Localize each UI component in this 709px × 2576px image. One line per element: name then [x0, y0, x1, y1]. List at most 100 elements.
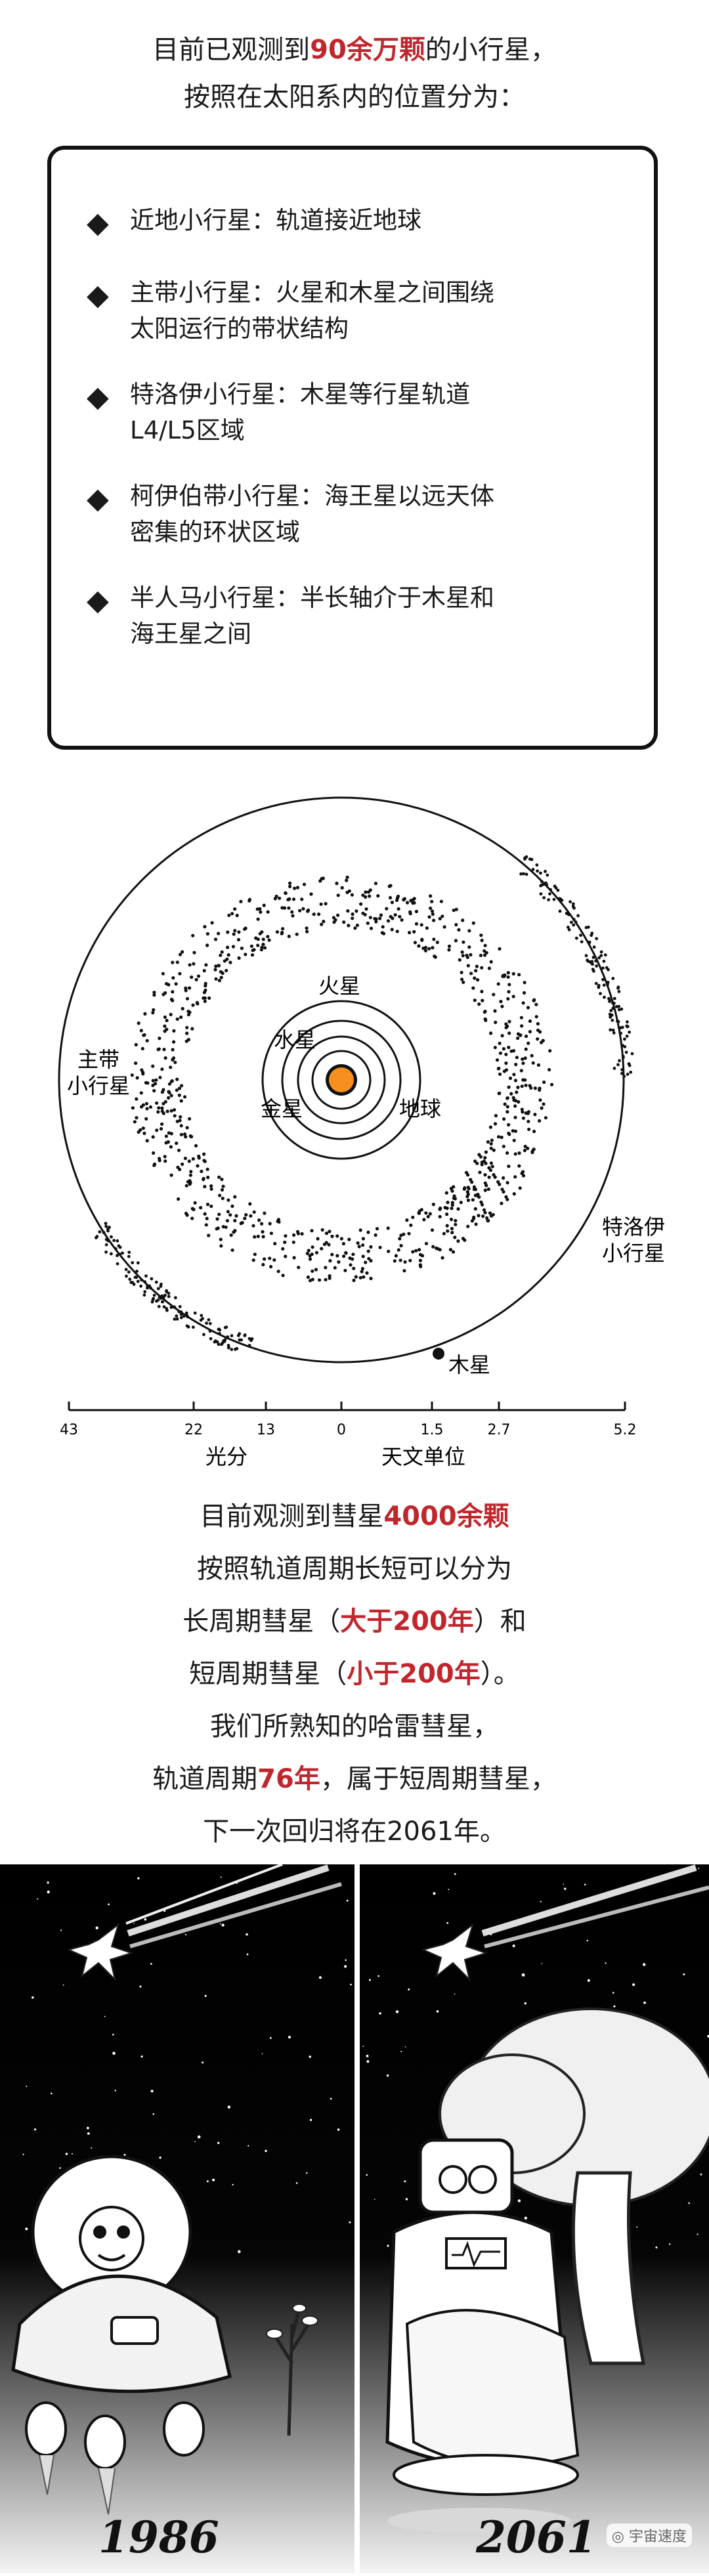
scale-tick-label: 0	[337, 1422, 346, 1438]
trojan-dot	[220, 1343, 223, 1346]
asteroid-dot	[467, 964, 470, 967]
asteroid-dot	[475, 1162, 479, 1165]
trojan-dot	[544, 870, 547, 873]
star	[522, 1973, 525, 1977]
asteroid-dot	[248, 898, 251, 901]
asteroid-dot	[534, 1086, 537, 1090]
trojan-dot	[238, 1339, 242, 1342]
asteroid-dot	[165, 1134, 168, 1138]
asteroid-dot	[152, 1151, 155, 1155]
star	[379, 2012, 381, 2015]
asteroid-dot	[160, 1067, 163, 1071]
asteroid-dot	[450, 1227, 454, 1230]
asteroid-dot	[351, 893, 354, 897]
asteroid-dot	[479, 934, 483, 937]
trojan-dot	[558, 897, 561, 901]
asteroid-dot	[474, 969, 477, 972]
asteroid-dot	[209, 1205, 213, 1208]
trojan-dot	[207, 1318, 211, 1321]
asteroid-dot	[254, 936, 257, 939]
asteroid-dot	[207, 997, 211, 1000]
trojan-dot	[539, 872, 542, 875]
asteroid-dot	[536, 1037, 539, 1041]
asteroid-dot	[152, 1135, 155, 1138]
asteroid-dot	[277, 1270, 280, 1273]
trojan-dot	[150, 1277, 154, 1281]
asteroid-dot	[450, 1231, 454, 1234]
star	[643, 1963, 645, 1965]
star	[337, 2128, 340, 2131]
intro-text: 目前已观测到90余万颗的小行星， 按照在太阳系内的位置分为：	[0, 26, 709, 121]
asteroid-dot	[516, 1037, 519, 1040]
asteroid-dot	[361, 1267, 364, 1270]
star	[698, 1868, 699, 1869]
item-line: 密集的环状区域	[130, 514, 688, 550]
trojan-dot	[549, 888, 552, 891]
asteroid-dot	[165, 1027, 168, 1031]
asteroid-dot	[430, 900, 433, 903]
asteroid-dot	[385, 907, 388, 911]
asteroid-dot	[238, 956, 241, 960]
asteroid-dot	[532, 1062, 535, 1065]
asteroid-dot	[260, 1222, 263, 1226]
comet-line-7: 下一次回归将在2061年。	[0, 1805, 709, 1858]
asteroid-dot	[461, 951, 464, 954]
trojan-dot	[585, 954, 588, 957]
trojan-dot	[580, 940, 584, 943]
star	[362, 2046, 364, 2047]
asteroid-dot	[526, 1042, 530, 1045]
trojan-dot	[209, 1337, 213, 1341]
asteroid-dot	[152, 1008, 155, 1012]
asteroid-dot	[257, 1235, 260, 1238]
trojan-dot	[590, 932, 593, 935]
asteroid-dot	[135, 1043, 138, 1046]
asteroid-dot	[513, 1175, 517, 1178]
asteroid-dot	[190, 1216, 194, 1220]
asteroid-dot	[217, 1176, 221, 1179]
asteroid-dot	[140, 1029, 143, 1032]
asteroid-dot	[263, 1212, 266, 1215]
asteroid-dot	[413, 897, 416, 900]
trojan-dot	[143, 1293, 146, 1297]
asteroid-dot	[184, 1135, 187, 1138]
asteroid-dot	[454, 1219, 457, 1222]
asteroid-dot	[169, 1065, 172, 1069]
asteroid-dot	[521, 1062, 525, 1065]
asteroid-dot	[481, 1203, 484, 1207]
asteroid-dot	[284, 1234, 287, 1237]
asteroid-dot	[351, 1253, 354, 1256]
intro-line-2: 按照在太阳系内的位置分为：	[0, 74, 709, 121]
asteroid-dot	[507, 1031, 511, 1035]
asteroid-dot	[483, 1156, 486, 1159]
trojan-dot	[601, 978, 605, 981]
star	[446, 1922, 448, 1924]
asteroid-dot	[534, 1003, 538, 1006]
list-item: ◆ 半人马小行星：半长轴介于木星和 海王星之间	[130, 580, 688, 652]
star	[296, 2182, 298, 2184]
trojan-dot	[110, 1253, 113, 1256]
asteroid-dot	[507, 971, 510, 974]
intro-line-1-pre: 目前已观测到	[152, 35, 310, 65]
trojan-dot	[621, 1044, 624, 1047]
asteroid-dot	[369, 1259, 372, 1262]
trojan-dot	[114, 1247, 118, 1251]
asteroid-dot	[494, 1021, 497, 1024]
asteroid-dot	[502, 1047, 505, 1050]
asteroid-dot	[522, 1001, 525, 1004]
comet-line-3: 长周期彗星（大于200年）和	[0, 1595, 709, 1648]
asteroid-dot	[311, 1270, 314, 1273]
asteroid-dot	[146, 1039, 149, 1042]
asteroid-dot	[499, 1052, 502, 1055]
asteroid-dot	[481, 999, 484, 1002]
asteroid-dot	[389, 884, 392, 888]
asteroid-dot	[273, 1242, 276, 1245]
asteroid-dot	[364, 1260, 367, 1264]
asteroid-dot	[252, 1258, 255, 1262]
star	[144, 1918, 147, 1921]
asteroid-dot	[226, 930, 229, 934]
asteroid-dot	[337, 1260, 340, 1264]
list-item: ◆ 柯伊伯带小行星：海王星以远天体 密集的环状区域	[130, 478, 688, 550]
trojan-dot	[173, 1318, 177, 1321]
asteroid-dot	[421, 1254, 424, 1257]
asteroid-dot	[204, 1160, 207, 1163]
